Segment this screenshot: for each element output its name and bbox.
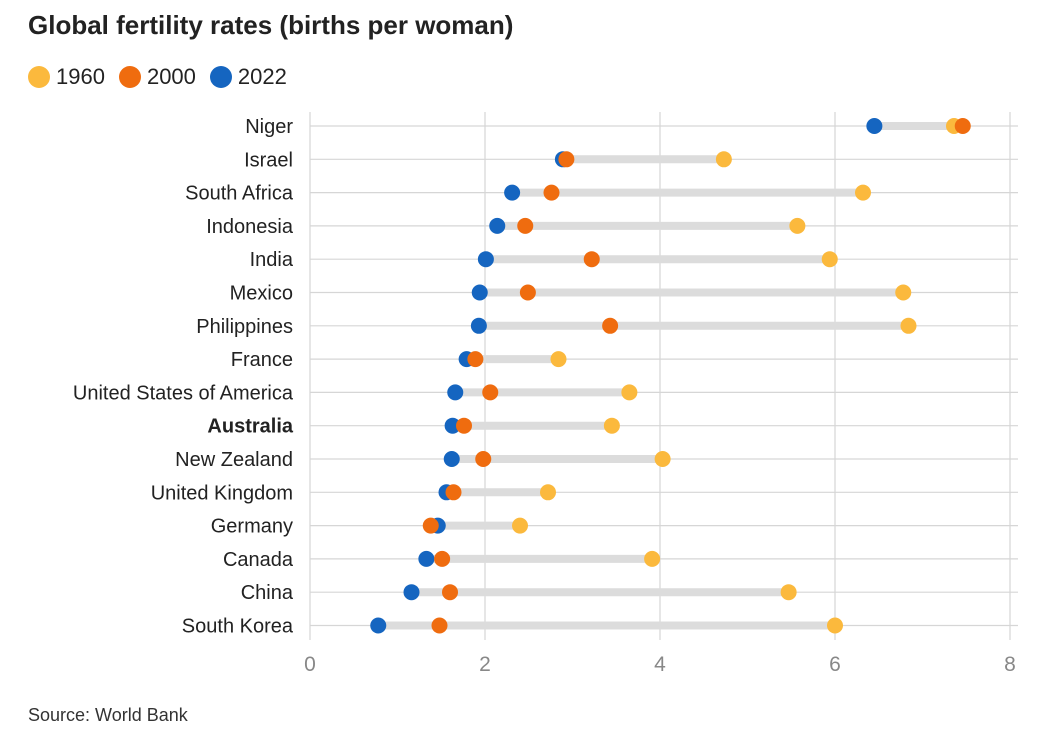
- legend: 1960 2000 2022: [28, 64, 287, 90]
- point-2022: [443, 451, 460, 467]
- point-1960: [550, 351, 567, 368]
- category-label: Niger: [245, 116, 293, 138]
- point-1960: [603, 417, 620, 434]
- legend-label-2000: 2000: [146, 64, 196, 89]
- x-tick-label: 0: [304, 653, 316, 676]
- point-2000: [519, 284, 536, 301]
- point-1960: [540, 484, 556, 501]
- category-label: New Zealand: [175, 449, 293, 471]
- point-2022: [489, 217, 506, 234]
- category-label: Australia: [207, 416, 293, 438]
- legend-item-2000: 2000: [118, 64, 196, 90]
- point-2000: [467, 351, 484, 368]
- x-tick-label: 4: [654, 653, 666, 676]
- point-2022: [370, 617, 387, 634]
- x-tick-label: 2: [479, 653, 491, 676]
- category-label: Indonesia: [206, 216, 294, 238]
- point-2022: [444, 417, 461, 434]
- point-1960: [855, 184, 871, 201]
- category-label: Germany: [211, 516, 293, 538]
- point-2022: [866, 118, 883, 134]
- point-2000: [482, 384, 499, 401]
- category-label: Canada: [223, 549, 294, 571]
- point-1960: [789, 217, 806, 234]
- point-1960: [654, 451, 671, 467]
- chart-title: Global fertility rates (births per woman…: [28, 10, 514, 40]
- point-2000: [456, 417, 472, 434]
- point-2022: [471, 284, 488, 301]
- point-1960: [895, 284, 912, 301]
- point-1960: [821, 251, 838, 268]
- category-label: United Kingdom: [151, 482, 293, 504]
- point-2000: [442, 584, 458, 601]
- point-2000: [475, 451, 492, 467]
- x-tick-label: 6: [829, 653, 841, 676]
- point-2000: [517, 217, 534, 234]
- point-2022: [504, 184, 521, 201]
- point-2000: [558, 151, 575, 168]
- point-1960: [900, 317, 917, 334]
- category-label: South Africa: [185, 183, 294, 205]
- point-2022: [418, 550, 435, 567]
- legend-swatch-2022: [209, 66, 232, 88]
- category-label: Israel: [244, 149, 293, 171]
- point-1960: [780, 584, 797, 601]
- point-1960: [644, 550, 661, 567]
- category-label: India: [250, 249, 294, 271]
- point-2022: [477, 251, 494, 268]
- category-label: United States of America: [73, 382, 294, 404]
- point-2000: [434, 550, 451, 567]
- point-2022: [470, 317, 487, 334]
- dumbbell-chart: 0 2 4 6 8 Niger Israel South Africa Indonesia Ind…: [73, 112, 1018, 676]
- category-label: South Korea: [182, 616, 294, 638]
- category-label: China: [241, 582, 294, 604]
- legend-swatch-2000: [118, 66, 141, 88]
- point-2000: [583, 251, 600, 268]
- point-2000: [445, 484, 462, 501]
- legend-item-1960: 1960: [28, 64, 105, 90]
- category-label: Philippines: [196, 316, 293, 338]
- point-2000: [431, 617, 448, 634]
- legend-label-1960: 1960: [56, 64, 105, 89]
- point-2000: [602, 317, 619, 334]
- point-2000: [543, 184, 560, 201]
- legend-label-2022: 2022: [237, 64, 287, 89]
- legend-swatch-1960: [28, 66, 50, 88]
- point-1960: [621, 384, 638, 401]
- point-1960: [827, 617, 843, 634]
- point-1960: [715, 151, 732, 168]
- legend-item-2022: 2022: [209, 64, 287, 90]
- x-tick-label: 8: [1004, 653, 1016, 676]
- point-2000: [954, 118, 971, 134]
- source-note: Source: World Bank: [28, 705, 188, 725]
- point-2022: [403, 584, 420, 601]
- point-2022: [447, 384, 464, 401]
- point-1960: [512, 517, 528, 534]
- point-2000: [422, 517, 439, 534]
- category-label: Mexico: [230, 283, 293, 305]
- category-label: France: [231, 349, 293, 371]
